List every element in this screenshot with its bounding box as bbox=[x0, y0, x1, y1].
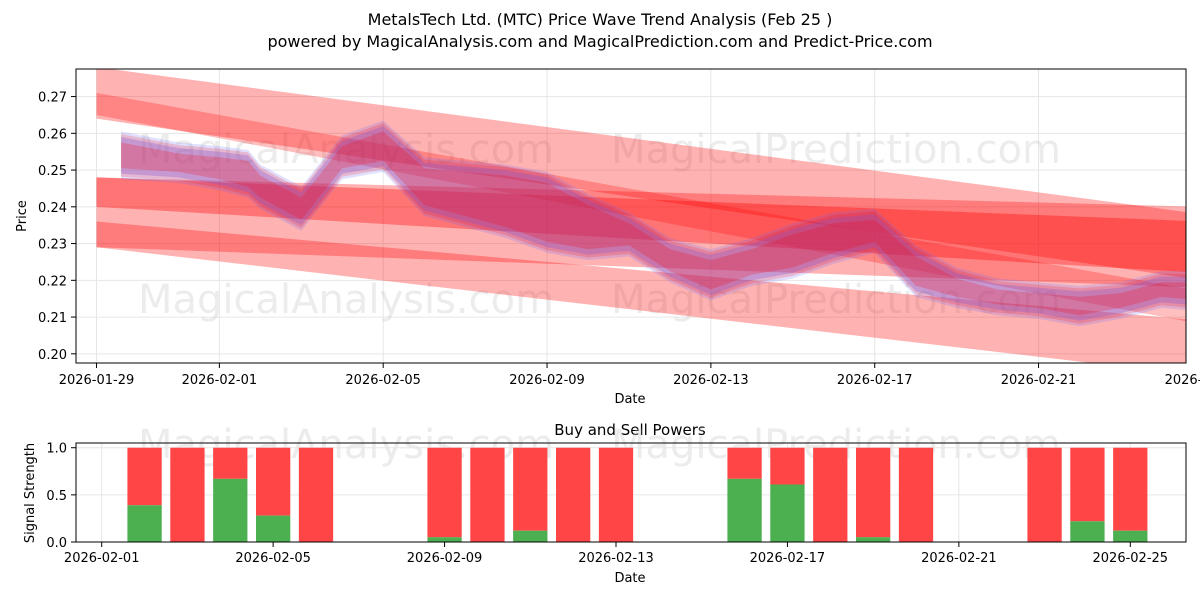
price-y-tick-label: 0.25 bbox=[38, 164, 67, 179]
trend-bands bbox=[96, 69, 1186, 363]
price-y-tick-label: 0.21 bbox=[38, 311, 67, 326]
signal-x-tick-label: 2026-02-13 bbox=[578, 551, 654, 566]
trend-band-3 bbox=[96, 177, 1186, 272]
signal-plot-frame bbox=[75, 442, 1187, 543]
signal-x-tick-label: 2026-02-21 bbox=[921, 551, 997, 566]
price-panel: MagicalAnalysis.com MagicalPrediction.co… bbox=[15, 68, 1200, 407]
buy-power-bar bbox=[256, 515, 291, 542]
sell-power-bar bbox=[513, 447, 548, 531]
signal-panel: Buy and Sell Powers MagicalAnalysis.com … bbox=[23, 421, 1187, 586]
price-wave-layer-3 bbox=[121, 131, 1186, 316]
signal-x-tick-label: 2026-02-05 bbox=[235, 551, 311, 566]
trend-band-4 bbox=[96, 221, 1186, 363]
signal-x-ticks: 2026-02-01 2026-02-05 2026-02-09 2026-02-13… bbox=[64, 542, 1168, 566]
buy-power-bar bbox=[1070, 521, 1105, 542]
buy-power-bar bbox=[770, 484, 805, 542]
price-wave bbox=[121, 120, 1186, 327]
signal-y-tick-label: 0.0 bbox=[46, 536, 67, 551]
price-grid bbox=[76, 69, 1186, 363]
sell-power-bar bbox=[470, 447, 505, 542]
chart-subtitle: powered by MagicalAnalysis.com and Magic… bbox=[267, 32, 932, 51]
watermark-top-left-lower: MagicalAnalysis.com bbox=[138, 277, 554, 323]
sell-power-bar bbox=[813, 447, 848, 542]
sell-power-bar bbox=[856, 447, 891, 538]
price-y-label: Price bbox=[15, 200, 30, 232]
buy-power-bar bbox=[213, 478, 248, 542]
price-y-tick-label: 0.27 bbox=[38, 91, 67, 106]
price-plot-frame bbox=[75, 68, 1187, 364]
buy-power-bar bbox=[727, 478, 762, 542]
sell-power-bar bbox=[170, 447, 205, 542]
sell-power-bar bbox=[298, 447, 334, 542]
price-wave-layer-2 bbox=[121, 120, 1186, 327]
price-y-tick-label: 0.20 bbox=[38, 348, 67, 363]
price-x-tick-label: 2026-02-13 bbox=[673, 373, 749, 388]
price-x-label: Date bbox=[614, 392, 645, 407]
trend-band-1 bbox=[96, 69, 1186, 278]
sell-power-bar bbox=[427, 447, 462, 538]
sell-power-bar bbox=[1113, 447, 1148, 531]
chart-title: MetalsTech Ltd. (MTC) Price Wave Trend A… bbox=[368, 10, 833, 29]
price-x-tick-label: 2026-02-21 bbox=[1001, 373, 1077, 388]
signal-y-tick-label: 1.0 bbox=[46, 442, 67, 457]
signal-y-label: Signal Strength bbox=[23, 443, 38, 543]
trend-band-5 bbox=[96, 92, 1186, 322]
watermark-top-right-lower: MagicalPrediction.com bbox=[611, 277, 1061, 323]
trend-band-2 bbox=[96, 177, 1186, 288]
signal-title: Buy and Sell Powers bbox=[554, 421, 706, 439]
signal-x-tick-label: 2026-02-09 bbox=[407, 551, 483, 566]
sell-power-bar bbox=[1027, 447, 1062, 542]
price-wave-layer-1 bbox=[121, 126, 1186, 321]
price-y-tick-label: 0.24 bbox=[38, 201, 67, 216]
signal-x-tick-label: 2026-02-17 bbox=[750, 551, 826, 566]
sell-power-bar bbox=[213, 447, 248, 479]
signal-y-tick-label: 0.5 bbox=[46, 489, 67, 504]
signal-x-tick-label: 2026-02-01 bbox=[64, 551, 140, 566]
buy-power-bar bbox=[127, 505, 162, 542]
signal-bars bbox=[127, 447, 1148, 542]
price-y-tick-label: 0.22 bbox=[38, 274, 67, 289]
sell-power-bar bbox=[598, 447, 634, 542]
sell-power-bar bbox=[127, 447, 162, 506]
sell-power-bar bbox=[256, 447, 291, 516]
sell-power-bar bbox=[727, 447, 762, 479]
price-x-tick-label: 2026-02-25 bbox=[1165, 373, 1200, 388]
buy-power-bar bbox=[1113, 530, 1148, 542]
price-x-tick-label: 2026-02-09 bbox=[509, 373, 585, 388]
buy-power-bar bbox=[427, 537, 462, 542]
price-y-tick-label: 0.23 bbox=[38, 238, 67, 253]
price-wave-layer-4 bbox=[121, 123, 1186, 324]
buy-power-bar bbox=[856, 537, 891, 542]
price-y-tick-label: 0.26 bbox=[38, 127, 67, 142]
signal-y-ticks: 0.0 0.5 1.0 bbox=[46, 442, 76, 551]
signal-x-tick-label: 2026-02-25 bbox=[1093, 551, 1169, 566]
signal-x-label: Date bbox=[614, 571, 645, 586]
watermark-top-right-upper: MagicalPrediction.com bbox=[611, 127, 1061, 173]
price-x-ticks: 2026-01-29 2026-02-01 2026-02-05 2026-02-09… bbox=[59, 363, 1200, 388]
watermark-top-left-upper: MagicalAnalysis.com bbox=[138, 127, 554, 173]
sell-power-bar bbox=[556, 447, 591, 542]
sell-power-bar bbox=[898, 447, 934, 542]
price-x-tick-label: 2026-01-29 bbox=[59, 373, 135, 388]
price-y-ticks: 0.20 0.21 0.22 0.23 0.24 0.25 0.26 0.27 bbox=[38, 91, 76, 363]
sell-power-bar bbox=[1070, 447, 1105, 522]
price-x-tick-label: 2026-02-05 bbox=[345, 373, 421, 388]
price-x-tick-label: 2026-02-17 bbox=[837, 373, 913, 388]
sell-power-bar bbox=[770, 447, 805, 485]
buy-power-bar bbox=[513, 530, 548, 542]
price-x-tick-label: 2026-02-01 bbox=[182, 373, 258, 388]
